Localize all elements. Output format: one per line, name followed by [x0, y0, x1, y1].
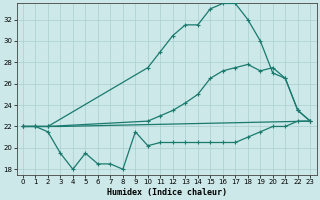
X-axis label: Humidex (Indice chaleur): Humidex (Indice chaleur)	[107, 188, 227, 197]
